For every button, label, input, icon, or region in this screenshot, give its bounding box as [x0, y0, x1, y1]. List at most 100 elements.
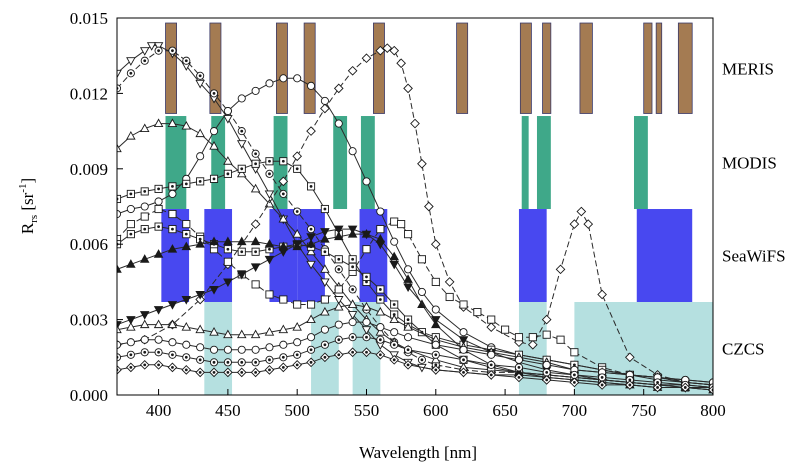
data-point [278, 324, 289, 334]
data-point [279, 295, 288, 304]
data-point [347, 299, 358, 308]
data-point [362, 177, 371, 186]
data-point-dot [254, 370, 258, 374]
data-point [181, 241, 192, 251]
data-point-dot [489, 363, 493, 367]
data-point [195, 324, 205, 334]
data-point [117, 365, 122, 375]
band-meris-3 [303, 22, 316, 114]
data-point-dot [281, 355, 285, 359]
x-tick-label: 500 [284, 401, 310, 420]
data-point [306, 333, 316, 342]
data-point [117, 321, 122, 330]
data-point [404, 265, 413, 274]
band-meris-11 [677, 22, 693, 114]
data-point [126, 57, 136, 66]
band-meris-9 [643, 22, 653, 114]
data-point-dot [323, 343, 327, 347]
data-point [458, 336, 469, 345]
data-point [264, 239, 275, 248]
data-point [209, 127, 219, 136]
data-point [153, 306, 164, 315]
data-point [306, 239, 316, 248]
data-point-dot [337, 257, 341, 261]
data-point [382, 43, 393, 53]
data-point [117, 264, 122, 273]
data-point-dot [143, 350, 147, 354]
band-modis-6 [536, 116, 551, 210]
data-point [334, 285, 343, 294]
data-point-dot [420, 358, 424, 362]
data-point [182, 220, 191, 229]
data-point [583, 219, 594, 229]
data-point-dot [337, 267, 341, 271]
data-point [306, 126, 316, 136]
band-meris-2 [275, 22, 288, 114]
data-point-dot [226, 360, 230, 364]
data-point-dot [628, 378, 632, 382]
data-point-dot [295, 210, 299, 213]
data-point [376, 323, 385, 332]
data-point [236, 140, 247, 149]
data-point-dot [212, 177, 216, 181]
data-point-dot [462, 358, 465, 362]
data-point [569, 219, 580, 229]
y-axis-label-exp: -1 [17, 184, 29, 193]
data-point [375, 45, 386, 56]
y-axis-label-main: R [18, 222, 37, 234]
data-point [348, 147, 357, 156]
data-point-dot [240, 129, 244, 133]
data-point-dot [254, 250, 258, 254]
data-point [126, 204, 135, 214]
data-point [292, 322, 302, 331]
data-point-dot [378, 298, 382, 301]
data-point-dot [129, 192, 133, 196]
data-point [265, 343, 274, 352]
data-point-dot [254, 360, 258, 364]
data-point [251, 280, 260, 289]
data-point [236, 270, 247, 280]
data-point-dot [171, 365, 174, 369]
data-point-dot [143, 190, 147, 193]
data-point [431, 316, 441, 325]
plot-frame [116, 17, 714, 396]
data-point [417, 255, 426, 264]
data-point [265, 290, 274, 299]
data-point [278, 176, 289, 187]
data-point-dot [129, 353, 133, 357]
data-point-dot [434, 363, 438, 367]
data-point [126, 316, 136, 325]
spectra-series [117, 42, 713, 395]
data-point [389, 251, 399, 261]
data-point-dot [240, 360, 244, 364]
data-point [375, 240, 386, 250]
data-point-dot [406, 363, 410, 367]
data-point [376, 225, 385, 234]
data-point-dot [337, 338, 341, 342]
data-point-dot [240, 250, 244, 254]
data-point [181, 120, 192, 130]
data-point [153, 42, 164, 51]
band-meris-0 [165, 22, 177, 114]
data-point-dot [184, 368, 188, 372]
data-point [403, 322, 413, 331]
series-line [117, 160, 713, 386]
data-point [459, 300, 468, 309]
data-point-dot [143, 59, 147, 63]
data-point-dot [198, 370, 202, 374]
data-point-dot [656, 381, 659, 384]
data-point [306, 81, 316, 90]
data-point [250, 263, 261, 272]
y-axis: 0.000 0.003 0.006 0.009 0.012 0.015 [70, 9, 123, 405]
data-point [250, 236, 261, 246]
data-point [306, 314, 316, 324]
data-point [251, 345, 260, 354]
y-tick-label: 0.003 [70, 311, 108, 330]
data-point [410, 118, 420, 129]
data-point [390, 237, 399, 246]
data-point-dot [212, 360, 216, 364]
data-point [139, 319, 150, 329]
data-point-dot [171, 227, 174, 231]
data-point-dot [365, 335, 368, 339]
data-point [146, 42, 157, 51]
